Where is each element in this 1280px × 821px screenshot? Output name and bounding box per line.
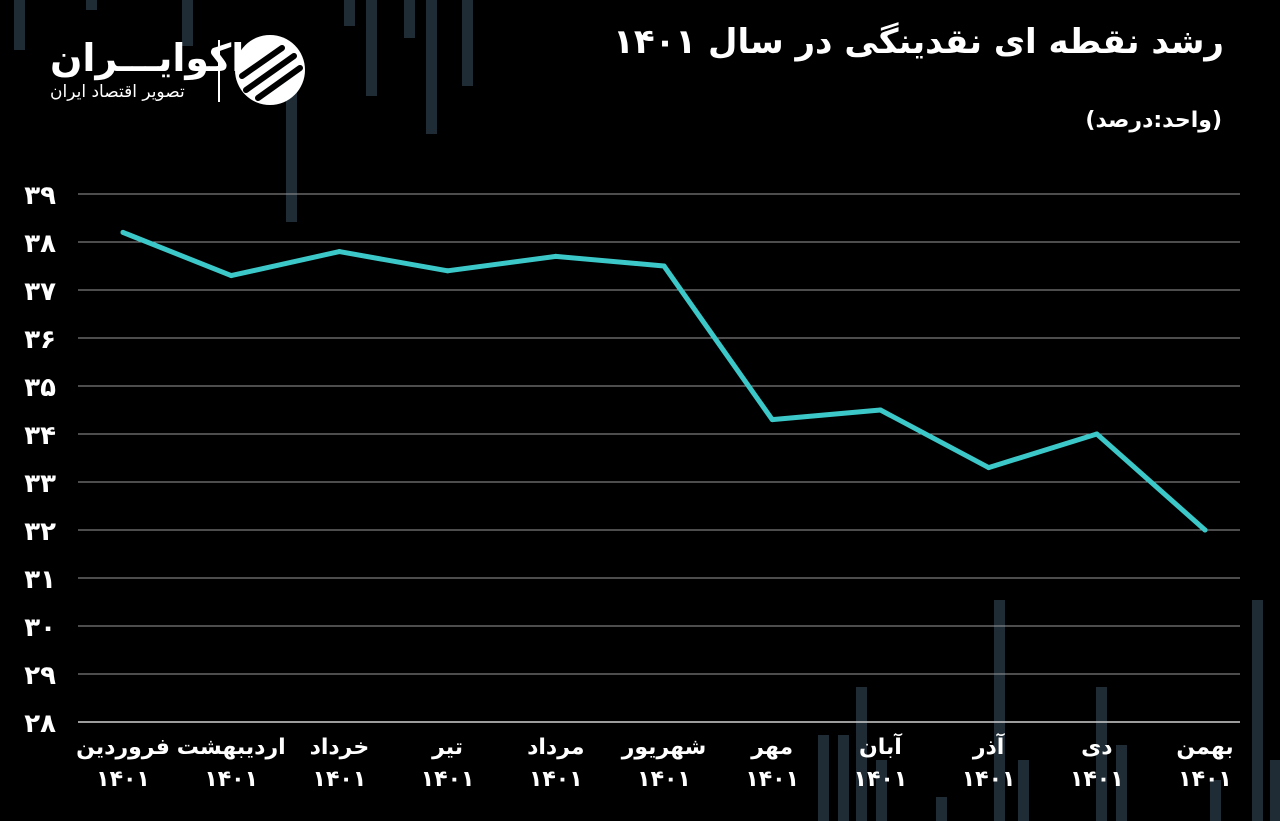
decor-bar (1210, 780, 1221, 821)
x-tick-label-month: شهریور (621, 735, 707, 760)
x-tick-label-year: ۱۴۰۱ (637, 767, 691, 792)
y-tick-label: ۳۳ (24, 469, 56, 499)
decor-bar (1018, 760, 1029, 821)
decor-bar (286, 60, 297, 222)
y-tick-label: ۳۶ (24, 325, 56, 355)
data-point (1094, 431, 1100, 437)
decor-bar (86, 0, 97, 10)
decor-bar (994, 600, 1005, 821)
y-axis-tick-labels: ۳۹ ۳۸ ۳۷ ۳۶ ۳۵ ۳۴ ۳۳ ۳۲ ۳۱ ۳۰ ۲۹ ۲۸ (24, 181, 56, 739)
data-point (228, 273, 234, 279)
x-tick-label-year: ۱۴۰۱ (1178, 767, 1232, 792)
data-point (661, 263, 667, 269)
decor-bar (1252, 600, 1263, 821)
ekoiran-logo-icon (235, 35, 305, 105)
y-tick-label: ۳۷ (24, 277, 56, 307)
x-tick-label-month: دی (1081, 735, 1112, 760)
decor-bar (876, 760, 887, 821)
background-decor-bars (14, 0, 1280, 821)
data-point (1202, 527, 1208, 533)
decor-bar (1116, 745, 1127, 821)
x-tick-label-month: تیر (431, 735, 463, 760)
data-point (877, 407, 883, 413)
x-tick-label-year: ۱۴۰۱ (313, 767, 367, 792)
decor-bar (462, 0, 473, 86)
chart-title: رشد نقطه ای نقدینگی در سال ۱۴۰۱ (613, 22, 1224, 62)
x-tick-label-year: ۱۴۰۱ (204, 767, 258, 792)
x-tick-label-month: آذر (972, 732, 1005, 760)
x-tick-label-month: مهر (750, 735, 793, 760)
logo-tagline: تصویر اقتصاد ایران (50, 82, 185, 102)
series-line (120, 229, 1208, 533)
y-tick-label: ۳۵ (24, 373, 56, 403)
data-series (120, 229, 1208, 533)
decor-bar (818, 735, 829, 821)
y-tick-label: ۲۸ (24, 709, 56, 739)
logo-divider (218, 40, 220, 102)
data-point (336, 249, 342, 255)
unit-label: (واحد:درصد) (1085, 108, 1222, 133)
x-tick-label-year: ۱۴۰۱ (421, 767, 475, 792)
y-tick-label: ۲۹ (24, 661, 56, 691)
x-tick-label-month: بهمن (1176, 735, 1233, 760)
y-tick-label: ۳۴ (24, 421, 56, 451)
decor-bar (856, 687, 867, 821)
data-point (120, 229, 126, 235)
y-tick-label: ۳۹ (24, 181, 56, 211)
decor-bar (936, 797, 947, 821)
x-tick-label-month: فروردین (76, 735, 170, 760)
x-tick-label-year: ۱۴۰۱ (962, 767, 1016, 792)
decor-bar (426, 0, 437, 134)
x-tick-label-year: ۱۴۰۱ (96, 767, 150, 792)
x-tick-label-month: خرداد (310, 735, 370, 760)
y-tick-label: ۳۰ (24, 613, 56, 643)
decor-bar (182, 0, 193, 46)
decor-bar (366, 0, 377, 96)
data-point (769, 417, 775, 423)
y-tick-label: ۳۲ (24, 517, 56, 547)
decor-bar (1270, 760, 1280, 821)
decor-bar (404, 0, 415, 38)
x-tick-label-year: ۱۴۰۱ (745, 767, 799, 792)
x-tick-label-month: آبان (859, 732, 902, 760)
decor-bar (344, 0, 355, 26)
x-tick-label-year: ۱۴۰۱ (854, 767, 908, 792)
x-tick-label-year: ۱۴۰۱ (1070, 767, 1124, 792)
data-point (445, 268, 451, 274)
x-tick-label-year: ۱۴۰۱ (529, 767, 583, 792)
y-tick-label: ۳۸ (24, 229, 56, 259)
decor-bar (1096, 687, 1107, 821)
gridlines (78, 193, 1240, 723)
data-point (553, 253, 559, 259)
x-tick-label-month: مرداد (527, 735, 584, 760)
decor-bar (14, 0, 25, 50)
x-axis-tick-labels: فروردین ۱۴۰۱ اردیبهشت ۱۴۰۱ خرداد ۱۴۰۱ تیر ۱۴۰۱ م… (76, 732, 1234, 792)
data-point (986, 465, 992, 471)
decor-bar (838, 735, 849, 821)
logo-name: اکوایـــران (50, 36, 245, 80)
y-tick-label: ۳۱ (24, 565, 56, 595)
x-tick-label-month: اردیبهشت (177, 735, 286, 760)
